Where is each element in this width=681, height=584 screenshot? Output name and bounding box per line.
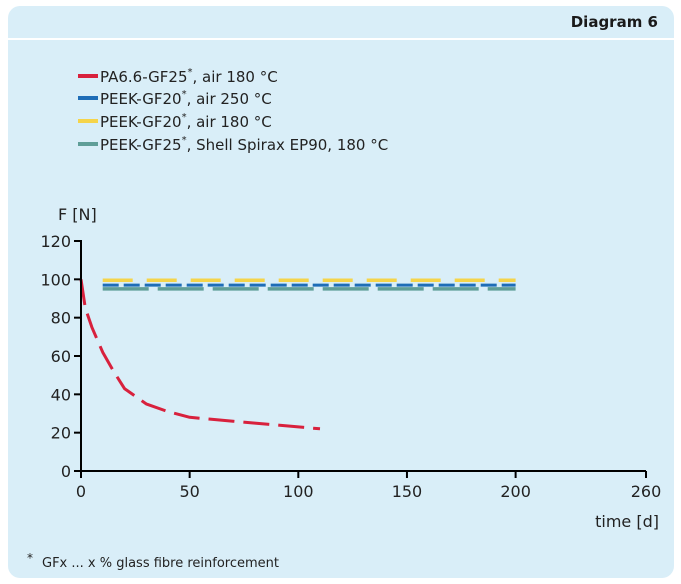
series-line-1 (79, 279, 321, 431)
plot-area (79, 278, 516, 431)
x-axis-label: time [d] (595, 512, 659, 531)
legend-label: PA6.6-GF25*, air 180 °C (100, 67, 278, 86)
footnote: * GFx ... x % glass fibre reinforcement (27, 551, 279, 571)
y-tick-label: 80 (51, 309, 71, 328)
x-tick-label: 150 (392, 482, 423, 501)
x-tick-label: 260 (631, 482, 662, 501)
y-tick-label: 0 (61, 462, 71, 481)
y-tick-label: 60 (51, 347, 71, 366)
y-tick-label: 120 (40, 232, 71, 251)
y-axis-label: F [N] (58, 205, 97, 224)
x-tick-label: 50 (179, 482, 199, 501)
y-tick-label: 20 (51, 424, 71, 443)
diagram-label: Diagram 6 (570, 13, 658, 31)
legend-label: PEEK-GF25*, Shell Spirax EP90, 180 °C (100, 135, 388, 154)
y-tick-label: 100 (40, 270, 71, 289)
panel-header: Diagram 6 (8, 6, 674, 40)
legend: PA6.6-GF25*, air 180 °C PEEK-GF20*, air 2… (78, 67, 388, 154)
legend-label: PEEK-GF20*, air 250 °C (100, 89, 272, 108)
x-tick-label: 0 (76, 482, 86, 501)
diagram-panel: Diagram 6 (8, 6, 674, 578)
legend-label: PEEK-GF20*, air 180 °C (100, 112, 272, 131)
footnote-text: GFx ... x % glass fibre reinforcement (42, 556, 279, 571)
x-tick-label: 200 (500, 482, 531, 501)
axes: 0 20 40 60 80 100 120 0 50 100 150 200 260 (40, 232, 661, 501)
x-tick-label: 100 (283, 482, 314, 501)
footnote-marker: * (27, 551, 33, 565)
y-tick-label: 40 (51, 385, 71, 404)
